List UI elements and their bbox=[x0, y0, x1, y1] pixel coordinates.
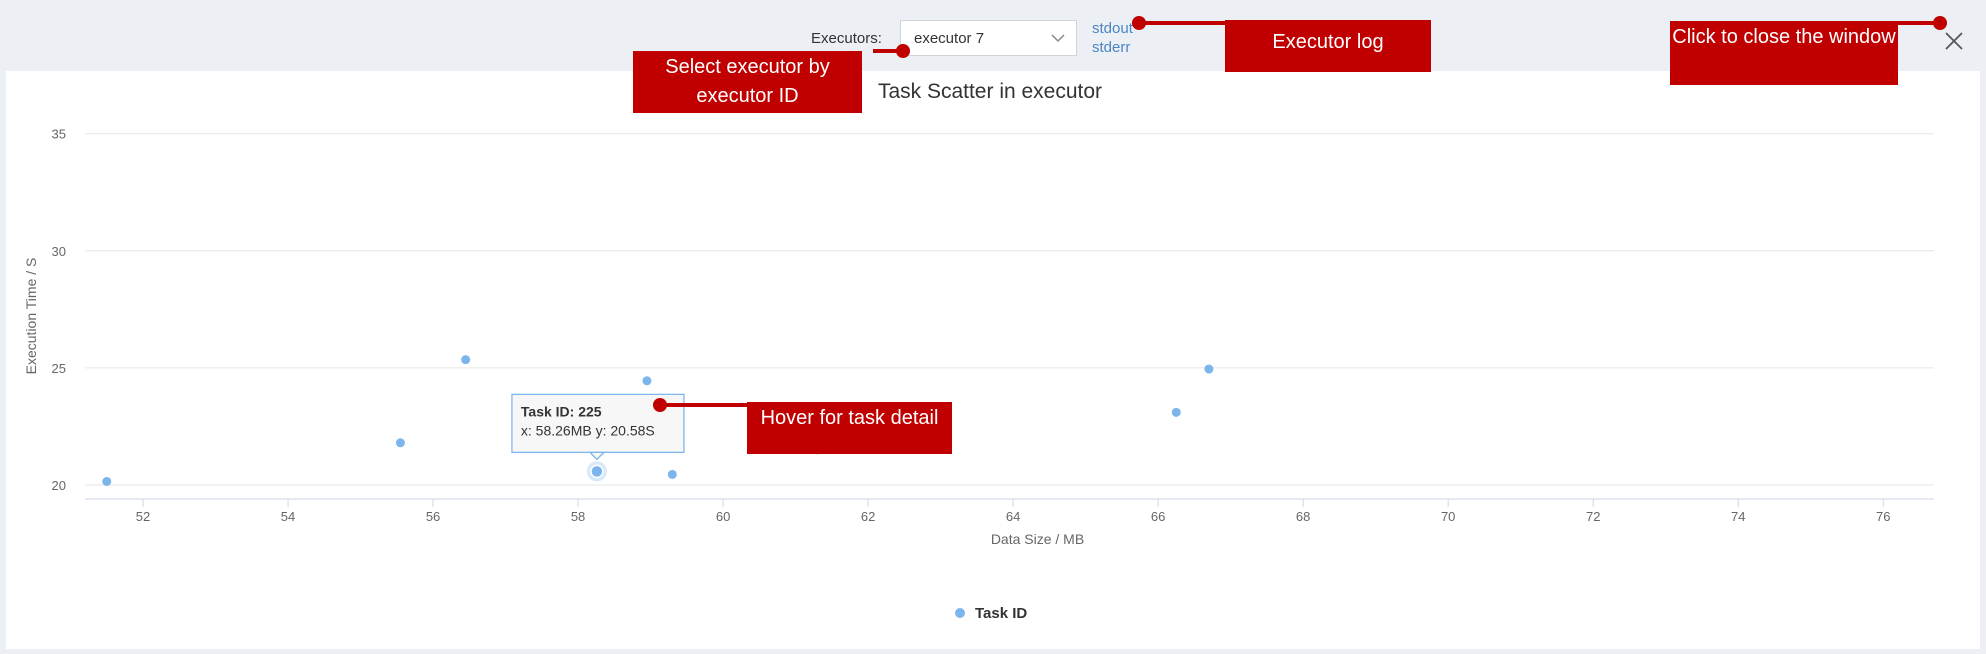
x-tick-label: 76 bbox=[1876, 509, 1890, 524]
stderr-link[interactable]: stderr bbox=[1092, 39, 1131, 56]
data-point bbox=[102, 476, 112, 486]
callout-close-window: Click to close the window bbox=[1670, 21, 1898, 85]
executor-select-value: executor 7 bbox=[914, 30, 985, 47]
x-axis-label: Data Size / MB bbox=[991, 531, 1084, 547]
data-point bbox=[667, 469, 677, 479]
y-tick-label: 30 bbox=[52, 244, 66, 259]
x-tick-label: 70 bbox=[1441, 509, 1455, 524]
x-tick-label: 68 bbox=[1296, 509, 1310, 524]
legend-label: Task ID bbox=[975, 605, 1027, 622]
x-tick-label: 62 bbox=[861, 509, 875, 524]
callout-hover-task: Hover for task detail bbox=[747, 402, 952, 454]
x-tick-label: 56 bbox=[426, 509, 440, 524]
chevron-down-icon bbox=[1051, 34, 1065, 43]
y-tick-label: 35 bbox=[52, 127, 66, 142]
data-point bbox=[642, 376, 652, 386]
stdout-link[interactable]: stdout bbox=[1092, 20, 1133, 37]
executor-select[interactable]: executor 7 bbox=[900, 20, 1077, 56]
executors-label: Executors: bbox=[811, 30, 882, 47]
x-tick-label: 72 bbox=[1586, 509, 1600, 524]
data-point bbox=[1171, 407, 1181, 417]
data-point bbox=[1204, 364, 1214, 374]
tooltip-title: Task ID: 225 bbox=[521, 403, 602, 419]
y-axis-label: Execution Time / S bbox=[23, 258, 39, 375]
close-icon[interactable] bbox=[1943, 30, 1965, 52]
callout-select-executor: Select executor by executor ID bbox=[633, 51, 862, 113]
tooltip-pointer bbox=[588, 451, 606, 461]
y-tick-label: 25 bbox=[52, 361, 66, 376]
x-tick-label: 58 bbox=[571, 509, 585, 524]
legend-marker bbox=[955, 608, 965, 618]
x-tick-label: 74 bbox=[1731, 509, 1745, 524]
data-point bbox=[395, 438, 405, 448]
x-tick-label: 60 bbox=[716, 509, 730, 524]
chart-title: Task Scatter in executor bbox=[878, 80, 1102, 103]
chart-panel bbox=[6, 71, 1980, 649]
tooltip-detail: x: 58.26MB y: 20.58S bbox=[521, 422, 655, 438]
y-tick-label: 20 bbox=[52, 478, 66, 493]
executor-toolbar: Executors: executor 7 stdout stderr bbox=[0, 0, 1986, 70]
x-tick-label: 54 bbox=[281, 509, 295, 524]
data-point-highlighted bbox=[590, 464, 604, 479]
x-tick-label: 64 bbox=[1006, 509, 1020, 524]
data-point bbox=[461, 355, 471, 365]
x-tick-label: 66 bbox=[1151, 509, 1165, 524]
x-tick-label: 52 bbox=[136, 509, 150, 524]
callout-executor-log: Executor log bbox=[1225, 20, 1431, 72]
